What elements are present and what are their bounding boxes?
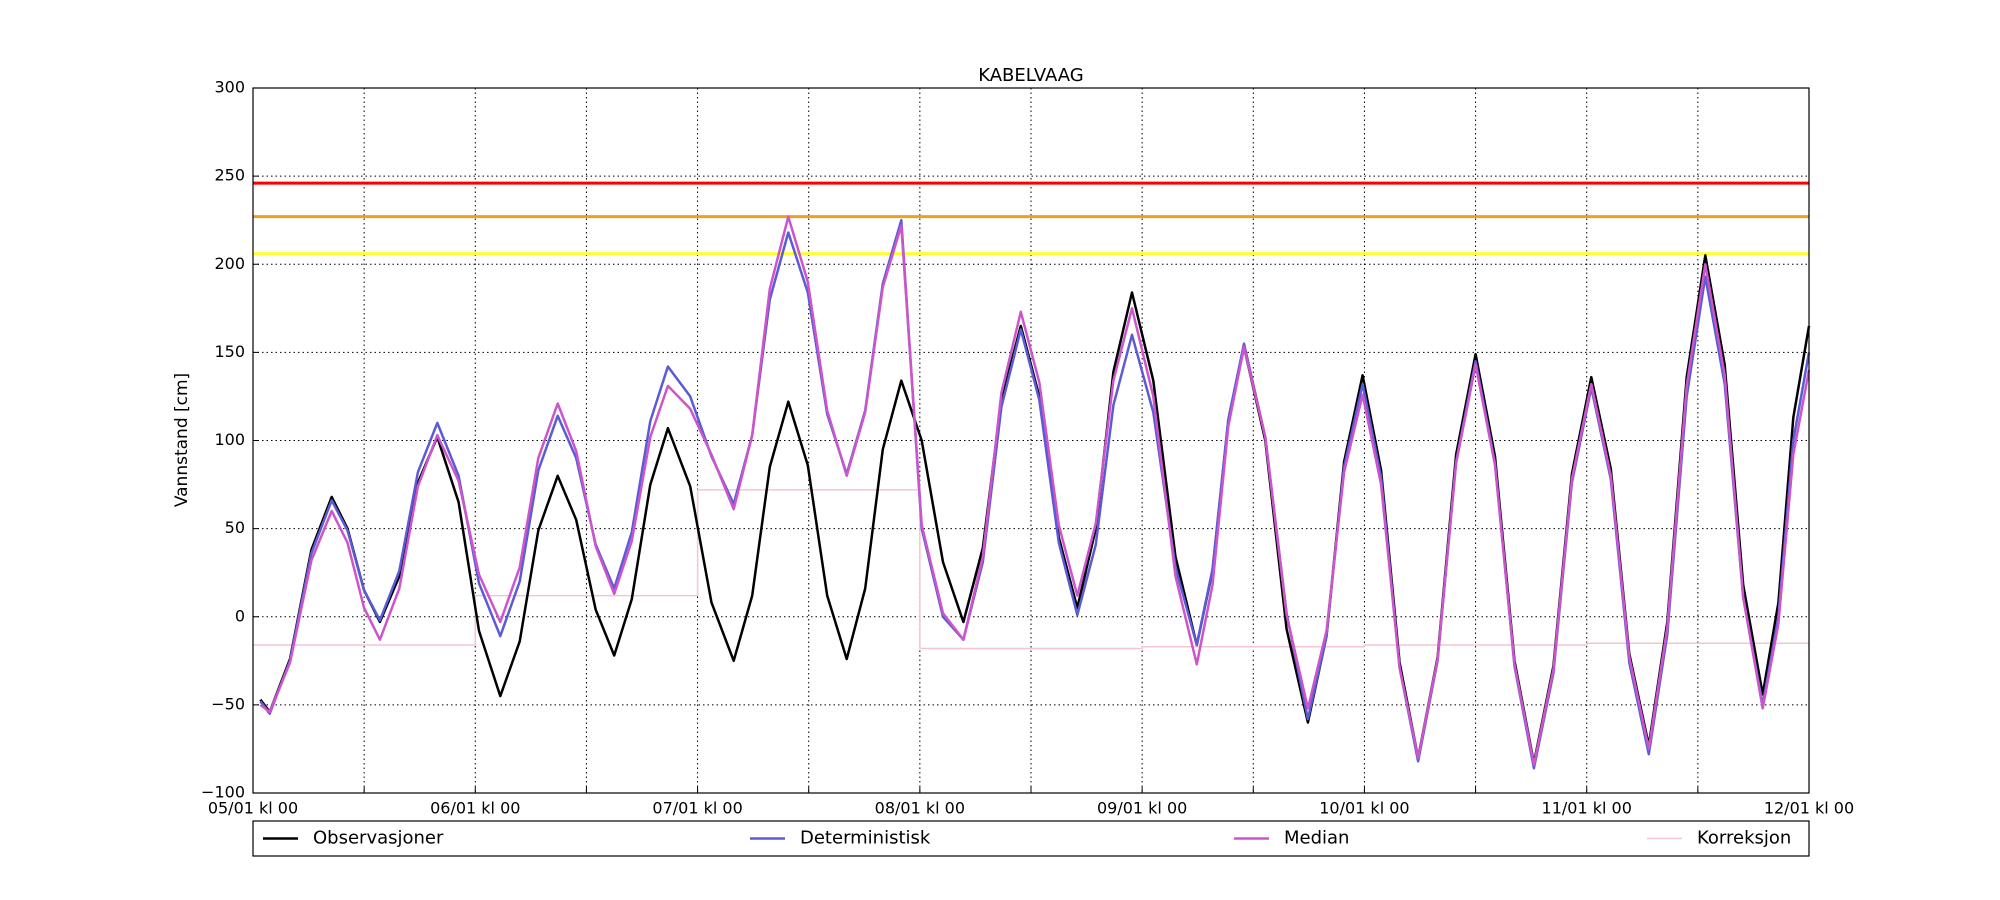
x-tick-label: 06/01 kl 00	[430, 799, 520, 818]
y-axis-label: Vannstand [cm]	[172, 373, 192, 507]
y-tick-label: 150	[214, 342, 245, 361]
series-line	[259, 254, 1811, 765]
x-tick-label: 07/01 kl 00	[652, 799, 742, 818]
x-tick-label: 09/01 kl 00	[1097, 799, 1187, 818]
chart-title: KABELVAAG	[978, 65, 1084, 86]
y-tick-label: 250	[214, 166, 245, 185]
x-tick-label: 11/01 kl 00	[1542, 799, 1632, 818]
legend-label: Deterministisk	[800, 828, 931, 849]
x-tick-label: 05/01 kl 00	[208, 799, 298, 818]
y-tick-label: 200	[214, 254, 245, 273]
legend-box	[252, 820, 1810, 857]
legend-label: Observasjoner	[313, 828, 444, 849]
x-tick-label: 10/01 kl 00	[1319, 799, 1409, 818]
series-line	[259, 218, 1811, 770]
y-tick-label: −100	[201, 783, 245, 802]
y-tick-label: 0	[235, 606, 245, 625]
y-tick-label: 50	[225, 518, 245, 537]
legend-label: Korreksjon	[1697, 828, 1791, 849]
y-tick-label: 300	[214, 78, 245, 97]
plot-frame	[252, 87, 1810, 794]
x-tick-label: 08/01 kl 00	[875, 799, 965, 818]
series-line	[259, 215, 1811, 767]
x-tick-label: 12/01 kl 00	[1764, 799, 1854, 818]
series-line	[253, 489, 1809, 650]
y-tick-label: 100	[214, 430, 245, 449]
y-tick-label: −50	[211, 694, 245, 713]
legend-label: Median	[1284, 828, 1349, 849]
